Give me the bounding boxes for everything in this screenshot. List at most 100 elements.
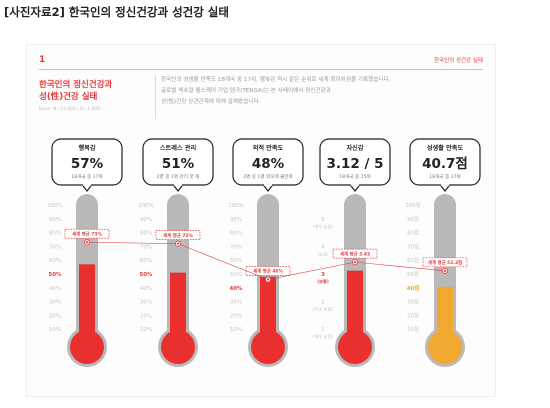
axis-tick-label: (매우 높음)	[313, 223, 333, 230]
axis-tick-label: 90%	[49, 217, 61, 223]
axis-tick-label: 20%	[230, 313, 242, 319]
axis-tick-label: (높음)	[318, 250, 329, 256]
axis-tick-label: 40%	[49, 286, 61, 292]
axis-tick-label: 90%	[230, 217, 242, 223]
indicator-value-label: 40.7점	[422, 155, 468, 172]
world-average-box	[155, 230, 201, 240]
axis-tick-label: 100%	[47, 203, 62, 209]
indicator-column: 스트레스 관리 51%2명 중 1명 관리 못 해 100% 90% 80% 70% 60%…	[138, 138, 214, 367]
axis-tick-label: 1	[321, 327, 324, 333]
axis-tick-label: 70%	[230, 244, 242, 250]
axis-tick-label: 10%	[49, 327, 61, 333]
indicator-value-label: 48%	[252, 156, 285, 172]
description-line-1: 한국인의 성생활 만족도 18개국 중 17위, 행복감 역시 같은 순위로 세…	[161, 77, 391, 83]
description-divider	[155, 75, 156, 119]
world-average-label: 세계 평균 46%	[253, 268, 283, 275]
bubble-pointer	[262, 184, 274, 192]
axis-tick-label: 80점	[407, 230, 419, 237]
axis-tick-label: 60점	[407, 257, 419, 264]
indicator-subtitle: 2명 중 1명 관리 못 해	[157, 173, 200, 180]
thermometer-bulb	[338, 330, 372, 364]
indicator-value-label: 57%	[71, 156, 104, 172]
axis-tick-label: 10%	[140, 327, 152, 333]
section-title: 한국인의 정신건강과 성(性)건강 실태	[39, 79, 149, 103]
description-line-3: 성(性)건강 상관관계에 대해 살펴봤습니다.	[161, 99, 261, 105]
world-average-label: 세계 평균 73%	[72, 230, 102, 237]
indicator-name: 스트레스 관리	[160, 144, 197, 152]
indicator-subtitle: 18개국 중 17위	[429, 173, 461, 180]
axis-tick-label: 50%	[140, 272, 154, 278]
thermometer-bulb	[70, 330, 104, 364]
axis-tick-label: 40%	[230, 286, 244, 292]
axis-tick-label: 30점	[407, 299, 419, 306]
axis-tick-label: 50%	[230, 272, 242, 278]
axis-tick-label: 50%	[49, 272, 63, 278]
indicator-column: 행복감 57%18개국 중 17위 100% 90% 80% 70% 60% 50% 40% 30…	[47, 138, 123, 367]
axis-tick-label: 20%	[49, 313, 61, 319]
axis-tick-label: 30%	[140, 300, 152, 306]
section-description: 한국인의 성생활 만족도 18개국 중 17위, 행복감 역시 같은 순위로 세…	[161, 75, 481, 108]
axis-tick-label: 90점	[407, 216, 419, 223]
world-average-box	[64, 228, 110, 239]
indicator-column: 외적 만족도 48%2명 중 1명 외모에 불만족 100% 90% 80% 70% 60%…	[228, 138, 304, 367]
axis-tick-label: 50점	[407, 271, 419, 278]
axis-tick-label: 80%	[230, 231, 242, 237]
thermometer-bulb	[161, 330, 195, 364]
section-number: 1	[39, 55, 46, 65]
indicator-name: 자신감	[346, 144, 363, 152]
indicator-subtitle: 18개국 중 17위	[71, 173, 103, 180]
axis-tick-label: 60%	[140, 258, 152, 264]
indicator-name: 외적 만족도	[253, 144, 284, 152]
world-average-point-dot	[176, 242, 180, 245]
description-line-2: 글로벌 섹슈얼 웰스케어 기업 텐가(TENGA)는 본 서베이에서 정신건강과	[161, 88, 331, 94]
value-bar	[79, 264, 95, 347]
axis-tick-label: (다소 낮음)	[313, 306, 333, 313]
axis-tick-label: 70%	[140, 244, 152, 250]
axis-tick-label: 70%	[49, 244, 61, 250]
bubble-pointer	[439, 184, 451, 192]
axis-tick-label: 40점	[407, 284, 420, 292]
indicator-value-label: 3.12 / 5	[326, 156, 383, 172]
axis-tick-label: 10점	[407, 326, 419, 333]
indicator-subtitle: 18개국 중 15위	[339, 173, 371, 180]
section-title-line-1: 한국인의 정신건강과	[39, 80, 113, 90]
axis-tick-label: 90%	[140, 217, 152, 223]
axis-tick-label: (보통)	[317, 278, 329, 285]
bubble-pointer	[349, 184, 361, 192]
header-divider	[39, 69, 483, 70]
axis-tick-label: 2	[321, 300, 324, 306]
world-average-point-dot	[85, 241, 89, 244]
axis-tick-label: 4	[321, 244, 325, 250]
indicator-name: 성생활 만족도	[427, 144, 464, 152]
axis-tick-label: 20점	[407, 312, 419, 319]
axis-tick-label: 10%	[230, 327, 242, 333]
world-average-label: 세계 평균 52.3점	[428, 259, 462, 266]
axis-tick-label: 60%	[49, 258, 61, 264]
axis-tick-label: 100점	[405, 202, 420, 209]
thermometer-bulb	[251, 330, 285, 364]
section-title-line-2: 성(性)건강 실태	[39, 92, 98, 102]
indicator-name: 행복감	[78, 144, 95, 152]
axis-tick-label: 80%	[49, 231, 61, 237]
world-average-label: 세계 평균 3.43	[340, 250, 370, 257]
axis-tick-label: 20%	[140, 313, 152, 319]
world-average-point-dot	[353, 261, 357, 264]
indicator-value-label: 51%	[162, 156, 195, 172]
value-bar	[260, 276, 276, 347]
axis-tick-label: (매우 낮음)	[313, 333, 333, 340]
section-tag: 한국인의 성건강 실태	[433, 58, 483, 64]
world-average-point-dot	[266, 278, 270, 281]
axis-tick-label: 30%	[49, 300, 61, 306]
world-average-label: 세계 평균 72%	[163, 232, 193, 239]
thermometer-bulb	[428, 330, 462, 364]
bubble-pointer	[172, 184, 184, 192]
value-bar	[347, 270, 363, 347]
indicator-subtitle: 2명 중 1명 외모에 불만족	[243, 173, 293, 180]
axis-tick-label: 70점	[407, 243, 419, 250]
value-bar	[170, 272, 186, 347]
survey-base-note: Base: N=13,000 / N=1,000	[39, 107, 101, 112]
axis-tick-label: 3	[321, 272, 325, 278]
